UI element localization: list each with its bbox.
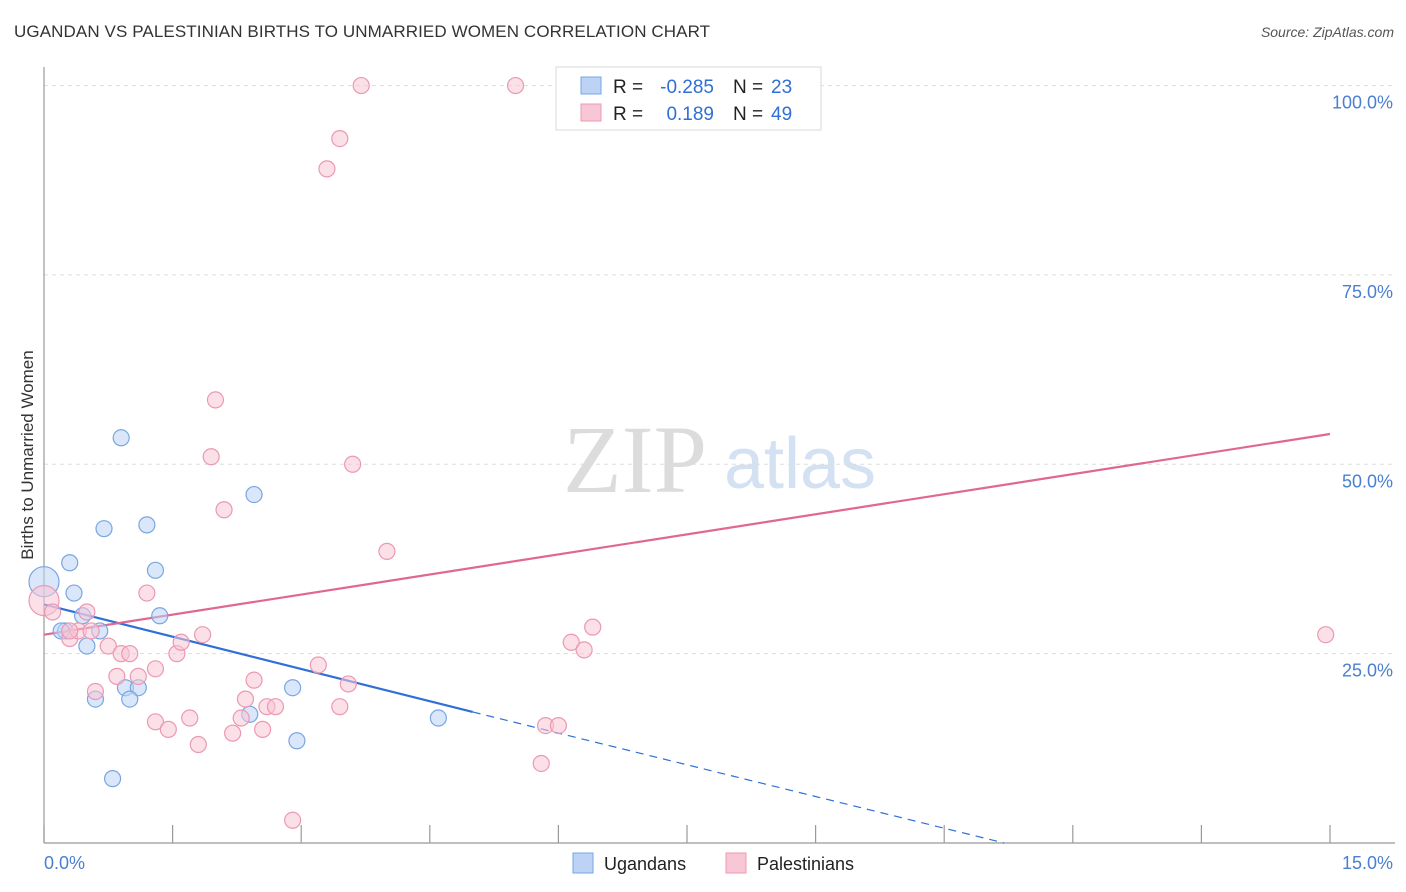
- data-points: [28, 76, 1335, 829]
- y-tick-label-25: 25.0%: [1342, 661, 1393, 681]
- y-tick-label-75: 75.0%: [1342, 282, 1393, 302]
- point-palestinians-25: [232, 709, 250, 727]
- point-ugandans-21: [288, 732, 306, 750]
- point-palestinians-48: [1317, 626, 1335, 644]
- point-palestinians-31: [284, 811, 302, 829]
- stats-n-value-ugandans: 23: [771, 77, 792, 98]
- point-palestinians-13: [146, 713, 165, 731]
- stats-swatch-ugandans: [580, 76, 602, 95]
- point-palestinians-21: [202, 448, 220, 466]
- point-palestinians-23: [215, 501, 233, 519]
- point-palestinians-17: [172, 633, 190, 651]
- point-palestinians-27: [245, 671, 263, 689]
- point-palestinians-36: [339, 675, 357, 693]
- stats-r-value-palestinians: 0.189: [666, 104, 714, 125]
- point-palestinians-14: [146, 660, 165, 678]
- trend-line-palestinians: [43, 432, 1331, 636]
- point-ugandans-17: [103, 770, 122, 788]
- point-palestinians-30: [266, 698, 285, 716]
- point-palestinians-10: [121, 645, 139, 663]
- trend-lines: [43, 432, 1331, 844]
- source-credit: Source: ZipAtlas.com: [1260, 24, 1394, 40]
- stats-n-label-ugandans: N =: [733, 77, 763, 98]
- point-ugandans-8: [95, 520, 113, 538]
- series-palestinians: [28, 76, 1335, 829]
- trend-line-ugandans: [43, 603, 473, 714]
- axes: [43, 67, 1395, 844]
- y-tick-label-50: 50.0%: [1342, 471, 1393, 491]
- stats-box: R = -0.285 N = 23 R = 0.189 N = 49: [555, 66, 822, 131]
- point-palestinians-45: [575, 641, 593, 659]
- stats-r-value-ugandans: -0.285: [660, 77, 714, 98]
- stats-n-value-palestinians: 49: [771, 104, 792, 125]
- point-palestinians-4: [78, 603, 96, 621]
- gridlines: [44, 85, 1395, 655]
- point-ugandans-13: [151, 607, 169, 625]
- point-palestinians-12: [138, 584, 156, 602]
- point-palestinians-34: [331, 129, 349, 148]
- point-palestinians-24: [224, 724, 242, 742]
- point-palestinians-40: [506, 76, 525, 95]
- legend-label-palestinians[interactable]: Palestinians: [757, 854, 854, 874]
- point-palestinians-11: [129, 667, 147, 685]
- stats-r-label-palestinians: R =: [613, 104, 643, 125]
- point-palestinians-26: [236, 690, 255, 708]
- point-ugandans-1: [61, 554, 79, 572]
- point-palestinians-5: [82, 622, 100, 640]
- point-palestinians-15: [159, 720, 177, 738]
- legend-label-ugandans[interactable]: Ugandans: [604, 854, 686, 874]
- point-ugandans-16: [121, 690, 139, 708]
- point-palestinians-7: [99, 637, 117, 655]
- point-ugandans-11: [138, 516, 156, 534]
- tick-labels: 25.0% 50.0% 75.0% 100.0% 0.0% 15.0%: [44, 93, 1393, 873]
- point-palestinians-20: [194, 626, 212, 644]
- point-palestinians-35: [331, 698, 349, 716]
- stats-r-label-ugandans: R =: [613, 77, 643, 98]
- point-ugandans-22: [429, 709, 447, 727]
- point-palestinians-46: [584, 618, 602, 636]
- point-palestinians-28: [254, 720, 272, 738]
- point-palestinians-41: [532, 754, 550, 773]
- stats-n-label-palestinians: N =: [733, 104, 763, 125]
- legend-swatch-ugandans: [572, 852, 594, 874]
- point-palestinians-44: [562, 633, 580, 651]
- point-palestinians-6: [86, 682, 105, 701]
- point-palestinians-19: [189, 735, 207, 754]
- point-palestinians-18: [181, 709, 199, 727]
- y-tick-label-100: 100.0%: [1332, 93, 1393, 113]
- point-palestinians-1: [43, 603, 62, 621]
- legend: Ugandans Palestinians: [572, 852, 854, 874]
- trend-line-extension-ugandans: [472, 711, 1005, 844]
- point-ugandans-6: [78, 637, 96, 655]
- point-palestinians-32: [309, 656, 327, 674]
- point-ugandans-2: [65, 584, 83, 602]
- point-palestinians-38: [352, 76, 370, 95]
- watermark-zip: ZIP: [563, 406, 707, 513]
- point-palestinians-22: [206, 391, 225, 409]
- point-ugandans-10: [112, 429, 130, 447]
- point-ugandans-18: [245, 485, 263, 504]
- point-palestinians-37: [344, 455, 362, 473]
- point-palestinians-43: [549, 716, 568, 735]
- chart-title: UGANDAN VS PALESTINIAN BIRTHS TO UNMARRI…: [14, 22, 711, 41]
- x-tick-label-min: 0.0%: [44, 853, 85, 873]
- legend-swatch-palestinians: [725, 852, 747, 874]
- point-ugandans-12: [146, 561, 165, 579]
- point-palestinians-47: [61, 622, 79, 640]
- point-palestinians-33: [318, 160, 336, 178]
- point-palestinians-39: [378, 542, 396, 560]
- x-tick-label-max: 15.0%: [1342, 853, 1393, 873]
- point-palestinians-8: [108, 667, 126, 685]
- point-ugandans-20: [284, 679, 302, 697]
- stats-swatch-palestinians: [580, 103, 602, 122]
